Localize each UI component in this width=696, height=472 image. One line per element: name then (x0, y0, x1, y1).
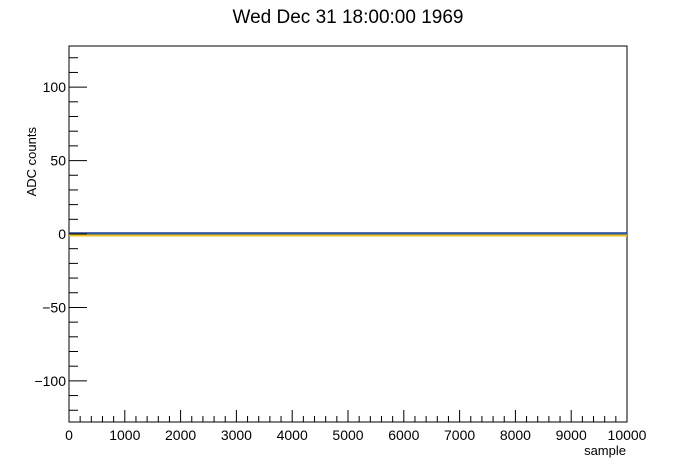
x-tick-label: 9000 (556, 427, 587, 443)
x-tick-label: 8000 (500, 427, 531, 443)
y-tick-label: 0 (58, 226, 66, 242)
y-tick-label: 50 (50, 153, 66, 169)
x-tick-label: 1000 (109, 427, 140, 443)
x-axis-title: sample (584, 443, 626, 458)
x-tick-label: 7000 (444, 427, 475, 443)
x-tick-label: 3000 (221, 427, 252, 443)
y-tick-label: 100 (43, 79, 67, 95)
x-axis: 0 1000 2000 3000 4000 5000 6000 7000 8000 9000 100… (65, 410, 647, 443)
y-tick-label: −100 (34, 373, 66, 389)
x-tick-label: 5000 (332, 427, 363, 443)
x-tick-label: 4000 (277, 427, 308, 443)
y-axis-title: ADC counts (24, 127, 39, 197)
x-tick-label: 10000 (608, 427, 647, 443)
y-axis: −100 −50 0 50 100 (34, 57, 87, 411)
x-tick-label: 2000 (165, 427, 196, 443)
series-layer (69, 232, 627, 237)
x-tick-label: 0 (65, 427, 73, 443)
x-tick-label: 6000 (388, 427, 419, 443)
y-tick-label: −50 (42, 299, 66, 315)
chart-title: Wed Dec 31 18:00:00 1969 (233, 7, 464, 28)
